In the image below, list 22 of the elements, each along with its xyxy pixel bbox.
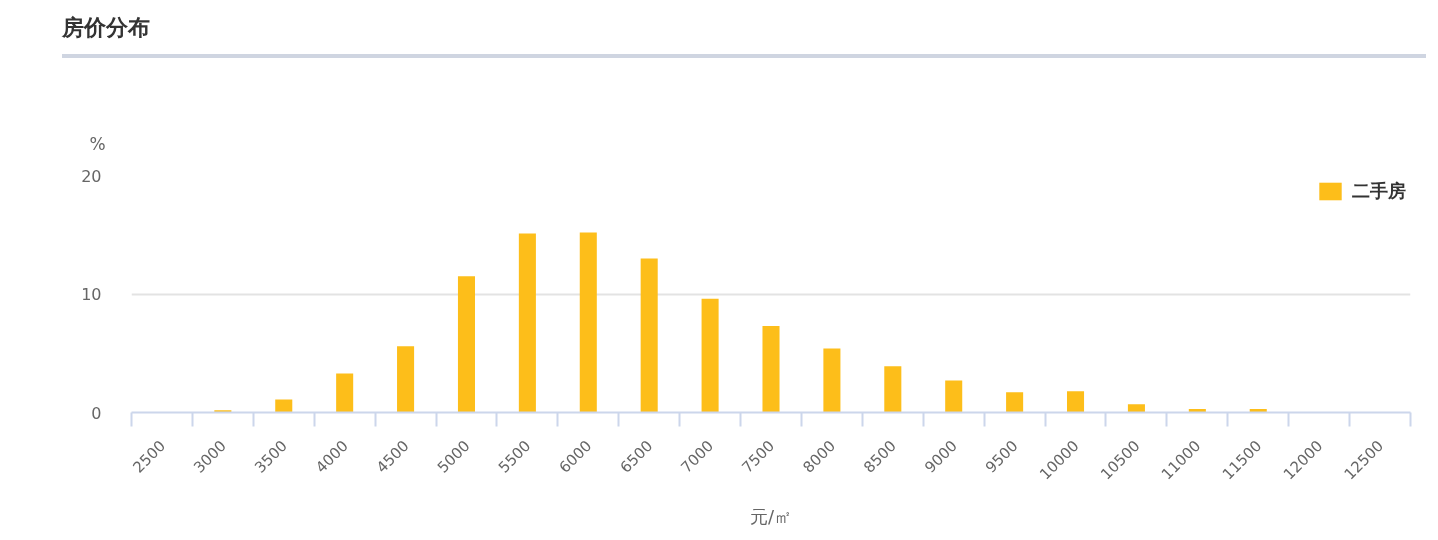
bar (336, 373, 354, 413)
bar (823, 348, 841, 413)
bar (579, 232, 597, 413)
chart-title: 房价分布 (62, 14, 150, 42)
bar (640, 258, 658, 413)
bar (397, 346, 415, 413)
bar (1127, 404, 1145, 413)
x-axis-title: 元/㎡ (749, 505, 793, 527)
bar (275, 399, 293, 413)
bar (762, 325, 780, 413)
bar (1067, 391, 1085, 413)
bar (701, 298, 719, 413)
y-tick-label: 0 (91, 403, 102, 423)
bar (457, 276, 475, 413)
bar (945, 380, 963, 413)
y-tick-label: 10 (81, 285, 102, 304)
y-tick-label: 20 (81, 166, 102, 186)
bar (518, 233, 536, 413)
bar (884, 366, 902, 413)
bar (1006, 392, 1024, 413)
y-axis-title: % (89, 133, 106, 154)
legend-label: 二手房 (1352, 179, 1406, 203)
